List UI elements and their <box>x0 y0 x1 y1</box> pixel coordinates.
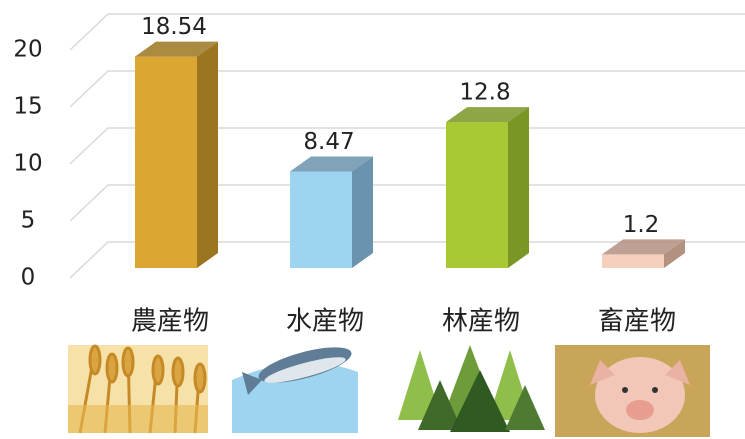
grid-line <box>69 70 745 108</box>
bar-side <box>197 41 218 269</box>
y-tick-label: 10 <box>13 151 42 177</box>
bar-front <box>290 171 352 268</box>
bar-side <box>508 107 529 268</box>
y-tick-label: 5 <box>21 208 36 234</box>
bar-side <box>664 239 685 268</box>
pig-image <box>555 345 710 437</box>
grid-line <box>69 241 745 279</box>
category-label: 林産物 <box>442 307 520 337</box>
category-label: 畜産物 <box>598 307 676 337</box>
bar-top <box>602 239 685 255</box>
category-label: 農産物 <box>131 307 209 337</box>
bar-top <box>135 41 218 57</box>
y-tick-label: 15 <box>13 94 42 120</box>
value-label: 8.47 <box>303 129 354 155</box>
bar-front <box>446 122 508 268</box>
y-tick-label: 20 <box>13 37 42 63</box>
bar-front <box>602 254 664 268</box>
grid-line <box>69 13 745 51</box>
category-label: 水産物 <box>286 307 364 337</box>
wheat-image <box>68 344 208 434</box>
fish-image <box>232 347 358 433</box>
bar-side <box>352 156 373 268</box>
value-label: 1.2 <box>623 212 660 238</box>
grid-line <box>69 127 745 165</box>
pictures <box>68 344 710 437</box>
grid-line <box>69 184 745 222</box>
trees-image <box>398 345 545 432</box>
bar-front <box>135 56 197 269</box>
value-label: 18.54 <box>141 14 207 40</box>
value-label: 12.8 <box>459 80 510 106</box>
bar-top <box>290 156 373 172</box>
bar-top <box>446 107 529 123</box>
y-tick-label: 0 <box>21 265 36 291</box>
